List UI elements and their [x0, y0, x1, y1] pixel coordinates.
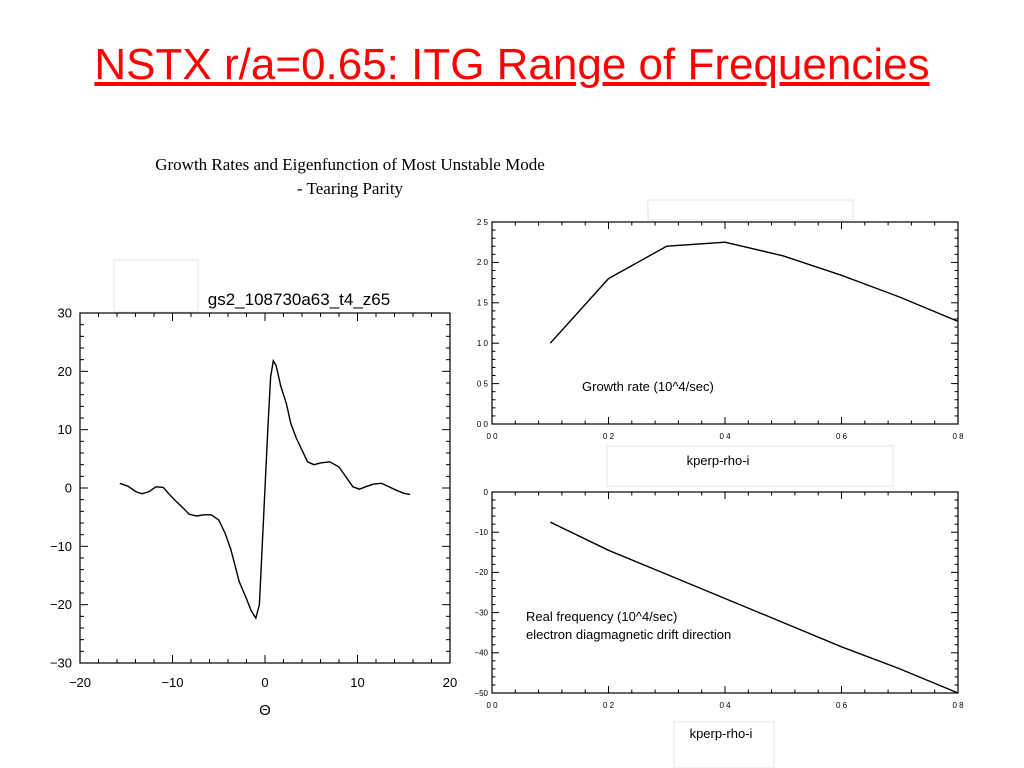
real-frequency-chart: 0 0 0 2 0 4 0 6 0 8 −50 −40 −30 −20 −10 0 Real fr… [474, 488, 964, 741]
growth-rate-series-line [549, 241, 959, 344]
y-tick-label: −30 [474, 608, 488, 617]
figure-title-line-2: - Tearing Parity [296, 179, 404, 198]
real-frequency-annotation-line-1: Real frequency (10^4/sec) [526, 609, 677, 624]
y-tick-label: −40 [474, 649, 488, 658]
eigenfunction-x-tick-labels: −20 −10 0 10 20 [69, 675, 457, 690]
slide-title: NSTX r/a=0.65: ITG Range of Frequencies [94, 40, 930, 89]
growth-rate-chart: 0 0 0 2 0 4 0 6 0 8 0 0 0 5 1 0 1 5 2 0 2 5 Growt… [477, 218, 964, 468]
y-tick-label: 20 [58, 364, 72, 379]
growth-rate-ticks [491, 221, 959, 425]
x-tick-label: 0 2 [603, 701, 615, 710]
eigenfunction-y-tick-labels: −30 −20 −10 0 10 20 30 [50, 306, 72, 671]
growth-rate-annotation: Growth rate (10^4/sec) [582, 379, 714, 394]
real-frequency-y-tick-labels: −50 −40 −30 −20 −10 0 [474, 488, 488, 698]
growth-rate-plot-frame [491, 221, 959, 425]
real-frequency-ticks [491, 491, 959, 694]
growth-rate-y-tick-labels: 0 0 0 5 1 0 1 5 2 0 2 5 [477, 218, 489, 429]
x-tick-label: 0 8 [952, 432, 964, 441]
x-tick-label: 0 4 [719, 701, 731, 710]
eigenfunction-ticks [79, 312, 451, 664]
figure-title-line-1: Growth Rates and Eigenfunction of Most U… [155, 155, 545, 174]
x-tick-label: 0 [261, 675, 268, 690]
background-patch [647, 199, 854, 221]
eigenfunction-chart-title: gs2_108730a63_t4_z65 [208, 290, 390, 309]
background-patch [606, 445, 894, 487]
y-tick-label: −20 [474, 568, 488, 577]
real-frequency-plot-frame [491, 491, 959, 694]
y-tick-label: −30 [50, 656, 72, 671]
x-tick-label: 0 6 [836, 432, 848, 441]
x-tick-label: 10 [350, 675, 364, 690]
y-tick-label: 0 [484, 488, 489, 497]
x-tick-label: −20 [69, 675, 91, 690]
real-frequency-series-line [549, 521, 959, 694]
y-tick-label: 2 0 [477, 258, 489, 267]
background-patch [673, 721, 775, 768]
x-tick-label: 0 6 [836, 701, 848, 710]
x-tick-label: 20 [443, 675, 457, 690]
x-tick-label: 0 4 [719, 432, 731, 441]
real-frequency-x-axis-label: kperp-rho-i [690, 726, 753, 741]
eigenfunction-x-axis-label: Θ [259, 702, 271, 719]
y-tick-label: 1 5 [477, 299, 489, 308]
x-tick-label: 0 0 [486, 432, 498, 441]
y-tick-label: 1 0 [477, 339, 489, 348]
y-tick-label: 2 5 [477, 218, 489, 227]
figure-title: Growth Rates and Eigenfunction of Most U… [60, 153, 640, 201]
eigenfunction-series-line [119, 358, 411, 620]
y-tick-label: 10 [58, 422, 72, 437]
real-frequency-x-tick-labels: 0 0 0 2 0 4 0 6 0 8 [486, 701, 964, 710]
x-tick-label: 0 8 [952, 701, 964, 710]
eigenfunction-chart: gs2_108730a63_t4_z65 −20 −10 0 10 20 −30−20−… [50, 290, 457, 719]
x-tick-label: −10 [161, 675, 183, 690]
growth-rate-x-tick-labels: 0 0 0 2 0 4 0 6 0 8 [486, 432, 964, 441]
y-tick-label: −50 [474, 689, 488, 698]
y-tick-label: 0 5 [477, 379, 489, 388]
x-tick-label: 0 2 [603, 432, 615, 441]
y-tick-label: 0 0 [477, 420, 489, 429]
y-tick-label: −10 [50, 539, 72, 554]
background-patch [113, 259, 199, 313]
y-tick-label: −20 [50, 597, 72, 612]
y-tick-label: −10 [474, 528, 488, 537]
real-frequency-annotation-line-2: electron diagmagnetic drift direction [526, 627, 731, 642]
growth-rate-x-axis-label: kperp-rho-i [687, 453, 750, 468]
x-tick-label: 0 0 [486, 701, 498, 710]
y-tick-label: 0 [65, 481, 72, 496]
y-tick-label: 30 [58, 306, 72, 321]
